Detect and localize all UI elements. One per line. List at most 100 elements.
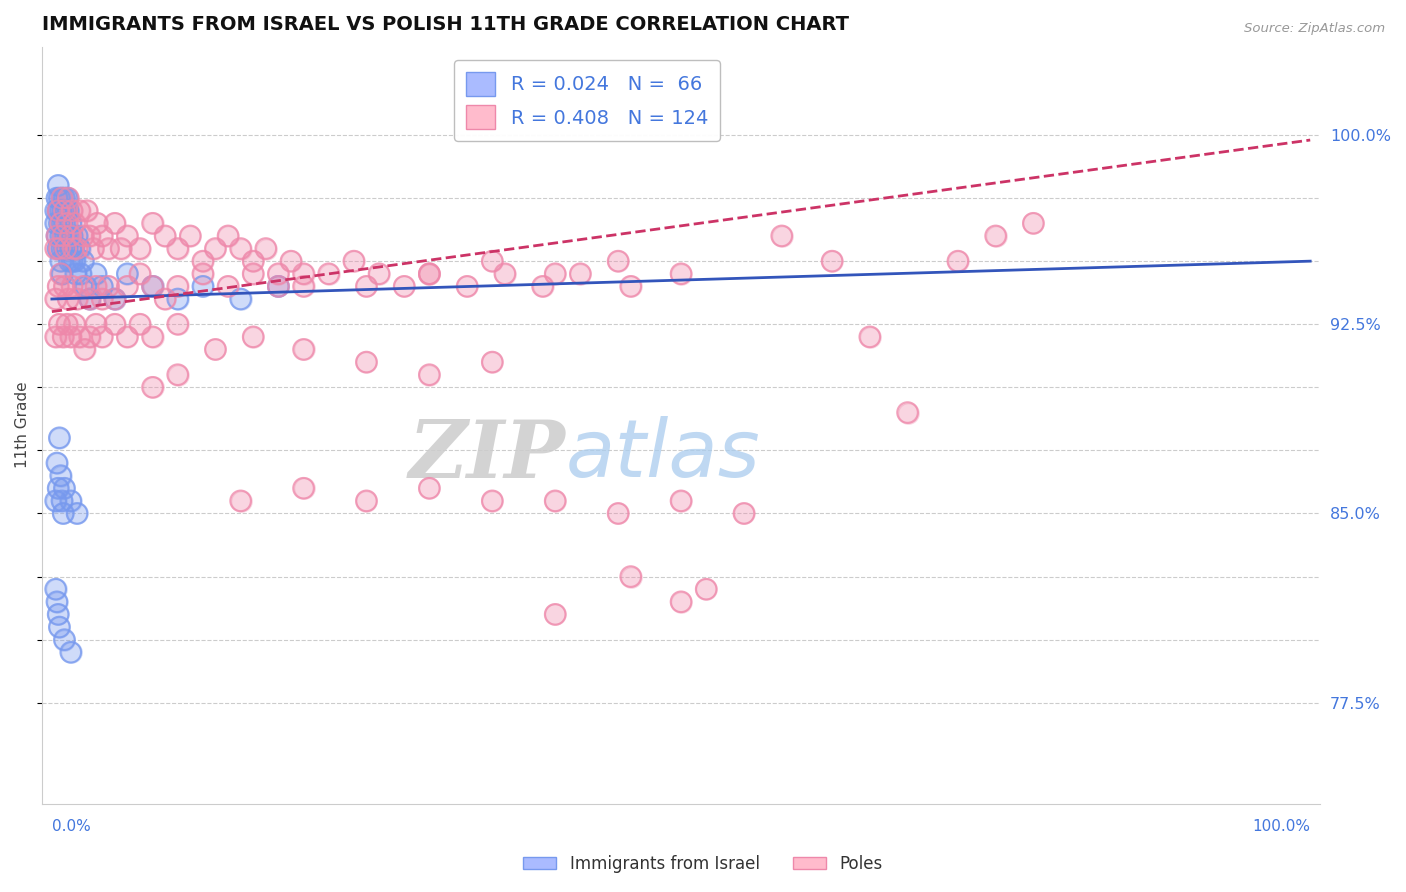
Point [59,494,82,508]
Point [51,242,73,256]
Point [204,343,226,357]
Point [59,330,82,344]
Point [418,267,440,281]
Point [46,279,69,293]
Point [53,242,76,256]
Point [45,242,67,256]
Point [984,228,1007,243]
Point [110,242,132,256]
Point [66,242,89,256]
Point [48,317,70,331]
Point [75,279,97,293]
Point [166,368,188,382]
Point [86,216,108,230]
Text: Source: ZipAtlas.com: Source: ZipAtlas.com [1244,22,1385,36]
Point [318,267,340,281]
Point [58,228,80,243]
Point [65,267,87,281]
Point [62,242,84,256]
Point [48,216,70,230]
Point [166,279,188,293]
Point [356,279,378,293]
Point [91,330,114,344]
Point [620,279,643,293]
Point [343,254,366,268]
Point [153,292,176,306]
Point [418,481,440,495]
Point [191,254,214,268]
Point [695,582,717,597]
Point [356,355,378,369]
Point [117,228,139,243]
Point [191,267,214,281]
Point [318,267,340,281]
Point [60,228,83,243]
Point [104,216,127,230]
Point [49,203,72,218]
Point [58,191,80,205]
Point [48,431,70,445]
Point [91,279,114,293]
Point [45,292,67,306]
Point [79,228,101,243]
Point [91,330,114,344]
Point [45,456,67,470]
Point [368,267,391,281]
Point [392,279,415,293]
Point [48,620,70,634]
Point [73,343,96,357]
Point [69,242,91,256]
Point [45,191,67,205]
Point [620,279,643,293]
Point [481,254,503,268]
Point [946,254,969,268]
Point [129,317,152,331]
Point [51,242,73,256]
Point [141,279,163,293]
Point [153,228,176,243]
Point [53,632,76,647]
Point [45,456,67,470]
Point [229,494,252,508]
Point [117,228,139,243]
Point [418,267,440,281]
Point [63,317,86,331]
Point [62,242,84,256]
Point [695,582,717,597]
Point [45,228,67,243]
Point [52,228,75,243]
Point [49,468,72,483]
Point [104,216,127,230]
Point [51,267,73,281]
Point [97,242,120,256]
Point [49,254,72,268]
Point [620,569,643,583]
Point [418,368,440,382]
Point [49,216,72,230]
Point [191,279,214,293]
Point [104,292,127,306]
Point [770,228,793,243]
Point [84,317,107,331]
Point [191,267,214,281]
Point [229,242,252,256]
Point [267,267,290,281]
Point [669,494,692,508]
Point [117,330,139,344]
Point [544,494,567,508]
Point [66,507,89,521]
Point [569,267,592,281]
Point [63,254,86,268]
Point [117,279,139,293]
Point [1022,216,1045,230]
Point [48,191,70,205]
Y-axis label: 11th Grade: 11th Grade [15,382,30,468]
Point [51,191,73,205]
Point [267,279,290,293]
Point [481,355,503,369]
Point [179,228,201,243]
Point [859,330,882,344]
Point [204,242,226,256]
Point [141,380,163,394]
Point [141,279,163,293]
